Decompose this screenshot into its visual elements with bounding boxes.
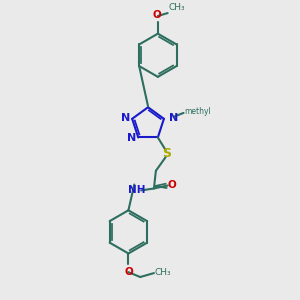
Text: methyl: methyl <box>184 107 211 116</box>
Text: O: O <box>152 10 161 20</box>
Text: O: O <box>124 267 133 277</box>
Text: NH: NH <box>128 185 145 195</box>
Text: N: N <box>169 113 178 123</box>
Text: S: S <box>162 147 171 160</box>
Text: CH₃: CH₃ <box>169 3 185 12</box>
Text: N: N <box>121 113 130 123</box>
Text: CH₃: CH₃ <box>155 268 172 277</box>
Text: N: N <box>127 134 136 143</box>
Text: O: O <box>167 179 176 190</box>
